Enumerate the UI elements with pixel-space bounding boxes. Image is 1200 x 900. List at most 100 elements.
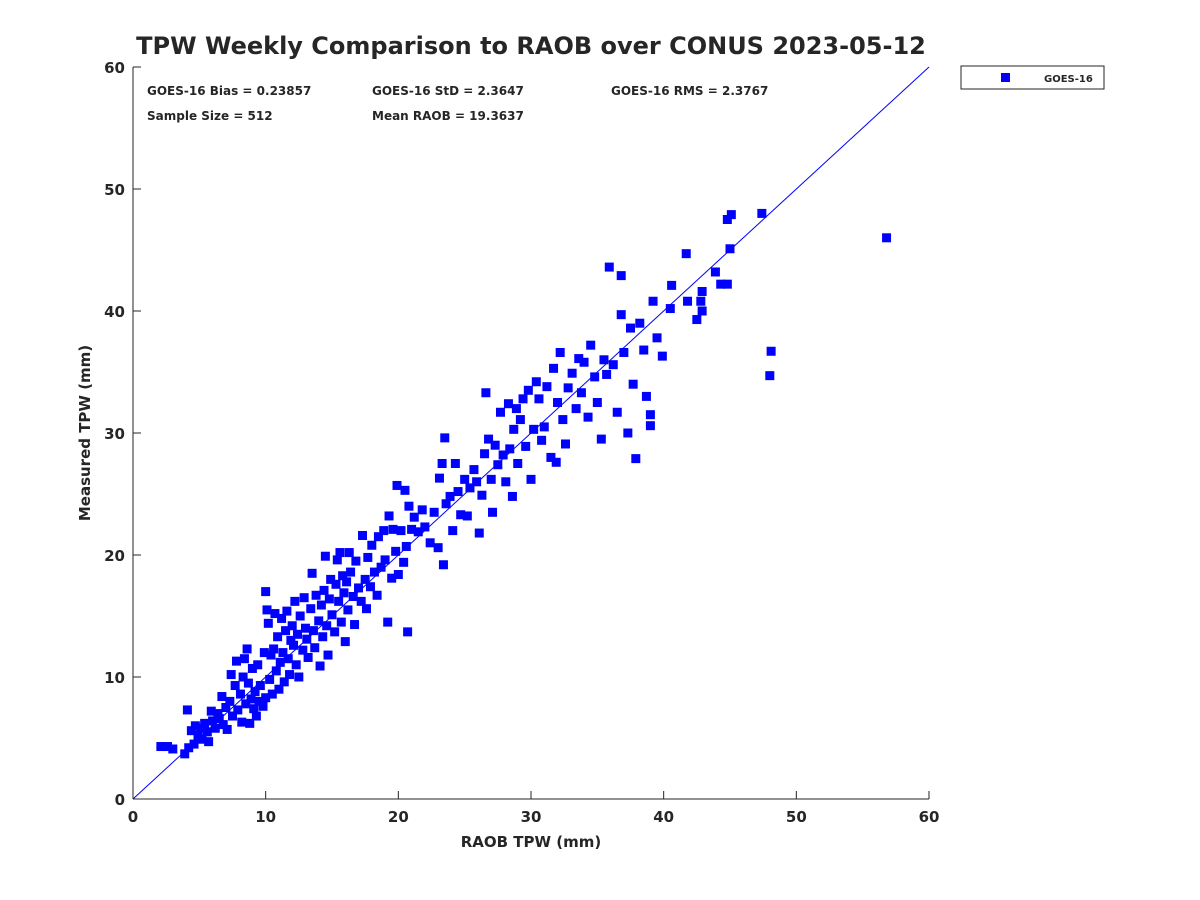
data-point bbox=[242, 644, 252, 654]
data-point bbox=[218, 720, 228, 730]
data-point bbox=[563, 383, 573, 393]
data-point bbox=[306, 604, 316, 614]
data-point bbox=[254, 696, 264, 706]
data-point bbox=[354, 583, 364, 593]
data-point bbox=[645, 421, 655, 431]
data-point bbox=[326, 574, 336, 584]
data-point bbox=[387, 573, 397, 583]
data-point bbox=[551, 457, 561, 467]
data-point bbox=[262, 605, 272, 615]
data-point bbox=[255, 681, 265, 691]
data-point bbox=[356, 596, 366, 606]
data-point bbox=[488, 507, 498, 517]
data-point bbox=[286, 635, 296, 645]
data-point bbox=[316, 600, 326, 610]
data-point bbox=[766, 346, 776, 356]
data-point bbox=[233, 705, 243, 715]
data-point bbox=[515, 415, 525, 425]
data-point bbox=[365, 582, 375, 592]
data-point bbox=[586, 340, 596, 350]
chart-title: TPW Weekly Comparison to RAOB over CONUS… bbox=[136, 32, 926, 60]
data-point bbox=[246, 694, 256, 704]
data-point bbox=[716, 279, 726, 289]
data-point bbox=[523, 385, 533, 395]
data-point bbox=[379, 526, 389, 536]
data-point bbox=[318, 632, 328, 642]
y-axis-label: Measured TPW (mm) bbox=[76, 345, 94, 521]
data-point bbox=[448, 526, 458, 536]
data-point bbox=[367, 540, 377, 550]
data-point bbox=[241, 699, 251, 709]
data-point bbox=[425, 538, 435, 548]
data-point bbox=[623, 428, 633, 438]
data-point bbox=[274, 684, 284, 694]
data-point bbox=[574, 354, 584, 364]
data-point bbox=[683, 296, 693, 306]
data-point bbox=[282, 606, 292, 616]
data-point bbox=[697, 286, 707, 296]
data-point bbox=[344, 548, 354, 558]
data-point bbox=[484, 434, 494, 444]
data-point bbox=[237, 717, 247, 727]
data-point bbox=[261, 693, 271, 703]
data-point bbox=[882, 233, 892, 243]
data-point bbox=[409, 512, 419, 522]
data-point bbox=[558, 415, 568, 425]
data-point bbox=[238, 672, 248, 682]
data-point bbox=[469, 465, 479, 475]
legend-label: GOES-16 bbox=[1044, 74, 1093, 85]
data-point bbox=[404, 501, 414, 511]
data-point bbox=[511, 404, 521, 414]
data-point bbox=[340, 637, 350, 647]
data-point bbox=[320, 551, 330, 561]
legend-marker bbox=[1001, 73, 1010, 82]
data-point bbox=[251, 711, 261, 721]
data-point bbox=[481, 388, 491, 398]
data-point bbox=[616, 310, 626, 320]
data-point bbox=[460, 474, 470, 484]
data-point bbox=[324, 594, 334, 604]
data-point bbox=[376, 562, 386, 572]
data-point bbox=[599, 355, 609, 365]
x-tick-label: 0 bbox=[128, 808, 138, 826]
data-point bbox=[253, 660, 263, 670]
data-point bbox=[529, 424, 539, 434]
data-point bbox=[722, 215, 732, 224]
data-point bbox=[602, 369, 612, 379]
data-point bbox=[509, 424, 519, 434]
y-tick-label: 50 bbox=[104, 181, 125, 199]
data-point bbox=[265, 674, 275, 684]
data-point bbox=[168, 744, 178, 754]
data-point bbox=[648, 296, 658, 306]
data-point bbox=[472, 477, 482, 487]
data-point bbox=[298, 645, 308, 655]
data-point bbox=[299, 593, 309, 603]
data-point bbox=[225, 696, 235, 706]
data-point bbox=[279, 677, 289, 687]
data-point bbox=[346, 567, 356, 577]
data-point bbox=[413, 527, 423, 537]
y-tick-label: 60 bbox=[104, 59, 125, 77]
data-point bbox=[263, 618, 273, 628]
data-point bbox=[639, 345, 649, 355]
data-point bbox=[495, 407, 505, 417]
data-point bbox=[343, 605, 353, 615]
data-point bbox=[182, 705, 192, 715]
data-point bbox=[438, 560, 448, 570]
data-point bbox=[553, 398, 563, 407]
data-point bbox=[214, 713, 224, 723]
data-point bbox=[307, 568, 317, 578]
y-tick-label: 20 bbox=[104, 547, 125, 565]
data-point bbox=[287, 621, 297, 631]
data-point bbox=[249, 704, 259, 714]
data-point bbox=[391, 546, 401, 556]
data-point bbox=[628, 379, 638, 389]
data-point bbox=[206, 706, 216, 716]
y-ticks: 0 10 20 30 40 50 60 bbox=[104, 59, 141, 809]
data-point bbox=[560, 439, 570, 449]
data-point bbox=[330, 627, 340, 637]
data-point bbox=[493, 460, 503, 470]
y-tick-label: 10 bbox=[104, 669, 125, 687]
stat-rms: GOES-16 RMS = 2.3767 bbox=[611, 84, 768, 98]
